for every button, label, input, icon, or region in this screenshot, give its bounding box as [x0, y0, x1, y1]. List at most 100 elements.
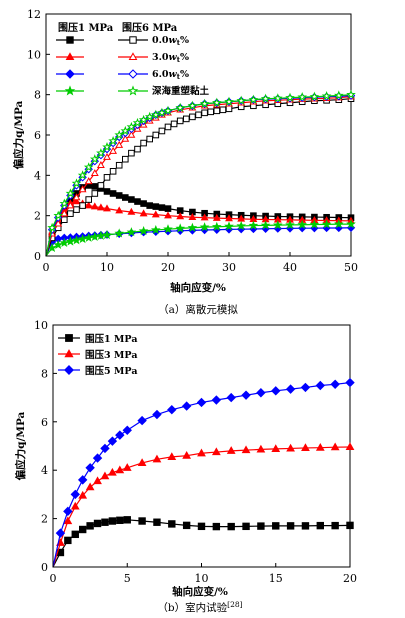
data-point [140, 200, 147, 207]
data-point [103, 204, 111, 212]
legend-marker [64, 365, 74, 375]
data-point [134, 145, 141, 153]
data-point [175, 223, 186, 233]
data-point [285, 219, 295, 230]
y-tick-label: 8 [34, 89, 41, 102]
y-tick-label: 6 [41, 416, 48, 429]
data-point [175, 102, 186, 112]
data-point [101, 518, 109, 526]
data-point [127, 207, 136, 215]
data-point [138, 225, 149, 236]
y-tick-label: 6 [34, 129, 41, 142]
data-point [199, 222, 210, 232]
data-point [85, 463, 95, 473]
data-point [114, 228, 125, 238]
data-point [182, 521, 191, 530]
data-point [108, 136, 118, 146]
data-point [102, 142, 112, 152]
legend-label-1-text: 3.0 [152, 52, 169, 63]
data-point [109, 146, 118, 154]
data-point [91, 190, 99, 197]
data-point [333, 219, 344, 229]
data-point [132, 117, 143, 127]
legend-label-0-pct: % [180, 35, 189, 46]
data-point [102, 229, 112, 240]
data-point [78, 490, 88, 499]
data-point [63, 506, 73, 517]
data-point [164, 123, 172, 131]
data-point [144, 111, 155, 121]
legend-label-2: 6.0wt% [152, 69, 189, 81]
legend-marker-confining-1 [66, 36, 74, 44]
y-tick-label: 8 [41, 367, 48, 380]
legend-marker-confining-1 [64, 85, 76, 96]
data-point [116, 516, 124, 524]
data-point [90, 169, 99, 177]
data-point [108, 517, 117, 525]
data-point [77, 475, 88, 485]
data-point [181, 401, 192, 411]
legend-label-2-w: w [169, 69, 178, 80]
data-point [241, 445, 251, 454]
data-point [138, 517, 146, 525]
chart-b-caption-text: （b）室内试验 [157, 601, 227, 614]
data-point [96, 203, 105, 211]
legend-label-1-pct: % [180, 52, 189, 63]
legend-marker [65, 334, 73, 342]
data-point [151, 210, 160, 218]
data-point [55, 528, 66, 538]
data-point [127, 130, 136, 138]
data-point [301, 443, 310, 451]
data-point [170, 120, 178, 128]
data-point [321, 219, 332, 229]
data-point [158, 204, 166, 211]
legend-label-0-sub: t [177, 38, 181, 47]
data-point [59, 198, 70, 208]
legend-marker-confining-6 [127, 85, 139, 96]
data-point [59, 237, 70, 247]
data-point [122, 155, 129, 163]
data-point [146, 135, 153, 143]
data-point [257, 522, 265, 530]
data-point [103, 188, 111, 195]
data-point [121, 134, 130, 142]
data-point [176, 117, 184, 125]
data-point [236, 220, 247, 231]
data-point [211, 395, 222, 405]
data-point [115, 140, 124, 148]
chart-a-legend-rows [56, 36, 148, 96]
chart-b-x-ticks: 0 5 10 15 20 [50, 563, 357, 585]
data-point [300, 382, 311, 393]
legend-label: 围压5 MPa [85, 366, 137, 377]
data-point [100, 471, 110, 480]
data-point [196, 397, 207, 408]
data-point [167, 452, 177, 460]
legend-marker-confining-6 [128, 52, 138, 61]
data-point [224, 221, 234, 231]
data-point [163, 224, 173, 234]
data-point [285, 384, 296, 394]
data-point [236, 95, 247, 105]
data-point [200, 213, 209, 221]
legend-label-0: 0.0wt% [152, 35, 189, 47]
data-point [197, 522, 206, 531]
chart-a-xlabel: 轴向应变/% [170, 281, 226, 294]
data-point [164, 205, 172, 212]
data-point [67, 210, 74, 217]
y-tick-label: 2 [41, 513, 48, 526]
data-point [195, 111, 202, 119]
y-tick-label: 4 [41, 464, 48, 477]
data-point [126, 121, 137, 132]
legend-label-1-w: w [169, 52, 178, 63]
data-point [109, 168, 117, 175]
data-point [85, 196, 93, 203]
data-point [64, 536, 72, 545]
data-point [72, 193, 81, 201]
chart-b-caption: （b）室内试验[28] [157, 600, 242, 614]
x-tick-label: 50 [344, 261, 358, 274]
data-point [271, 444, 281, 452]
data-point [315, 442, 325, 451]
x-tick-label: 10 [195, 572, 209, 585]
data-point [96, 230, 106, 240]
